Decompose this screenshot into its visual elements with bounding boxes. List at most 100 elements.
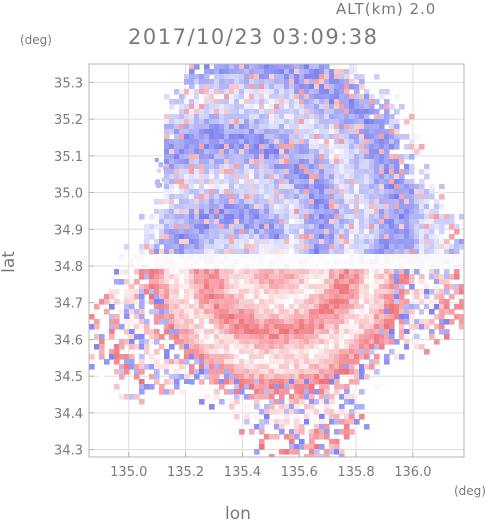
echo-cell xyxy=(324,149,330,155)
echo-cell xyxy=(404,119,410,125)
echo-cell xyxy=(364,149,370,155)
echo-cell xyxy=(364,314,370,320)
echo-cell xyxy=(409,139,415,145)
echo-cell xyxy=(299,314,305,320)
echo-cell xyxy=(209,284,215,290)
echo-cell xyxy=(319,174,325,180)
echo-cell xyxy=(219,239,225,245)
echo-cell xyxy=(274,284,280,290)
echo-cell xyxy=(324,364,330,370)
echo-cell xyxy=(289,74,295,80)
echo-cell xyxy=(334,114,340,120)
echo-cell xyxy=(259,84,265,90)
echo-cell xyxy=(244,149,250,155)
echo-cell xyxy=(234,399,240,405)
echo-cell xyxy=(309,219,315,225)
echo-cell xyxy=(439,259,445,265)
echo-cell xyxy=(234,294,240,300)
echo-cell xyxy=(204,139,210,145)
echo-cell xyxy=(449,274,455,280)
echo-cell xyxy=(189,234,195,240)
echo-cell xyxy=(379,239,385,245)
echo-cell xyxy=(399,184,405,190)
echo-cell xyxy=(314,379,320,385)
echo-cell xyxy=(189,379,195,385)
echo-cell xyxy=(264,69,270,75)
echo-cell xyxy=(199,144,205,150)
echo-cell xyxy=(294,354,300,360)
echo-cell xyxy=(319,74,325,80)
echo-cell xyxy=(274,409,280,415)
echo-cell xyxy=(419,239,425,245)
echo-cell xyxy=(349,419,355,425)
echo-cell xyxy=(154,264,160,270)
echo-cell xyxy=(244,129,250,135)
echo-cell xyxy=(229,99,235,105)
echo-cell xyxy=(359,349,365,355)
echo-cell xyxy=(204,174,210,180)
echo-cell xyxy=(174,194,180,200)
echo-cell xyxy=(319,399,325,405)
echo-cell xyxy=(184,259,190,265)
echo-cell xyxy=(194,129,200,135)
echo-cell xyxy=(344,119,350,125)
echo-cell xyxy=(289,229,295,235)
echo-cell xyxy=(344,74,350,80)
echo-cell xyxy=(329,199,335,205)
echo-cell xyxy=(289,349,295,355)
echo-cell xyxy=(309,244,315,250)
echo-cell xyxy=(339,254,345,260)
echo-cell xyxy=(279,109,285,115)
echo-cell xyxy=(349,334,355,340)
echo-cell xyxy=(179,304,185,310)
echo-cell xyxy=(184,284,190,290)
echo-cell xyxy=(154,274,160,280)
echo-cell xyxy=(184,344,190,350)
echo-cell xyxy=(204,204,210,210)
echo-cell xyxy=(284,374,290,380)
echo-cell xyxy=(414,244,420,250)
echo-cell xyxy=(389,334,395,340)
echo-cell xyxy=(159,269,165,275)
echo-cell xyxy=(354,244,360,250)
echo-cell xyxy=(174,134,180,140)
echo-cell xyxy=(329,264,335,270)
echo-cell xyxy=(424,319,430,325)
echo-cell xyxy=(389,314,395,320)
echo-cell xyxy=(284,409,290,415)
echo-cell xyxy=(349,259,355,265)
echo-cell xyxy=(404,179,410,185)
echo-cell xyxy=(299,439,305,445)
echo-cell xyxy=(359,204,365,210)
echo-cell xyxy=(349,344,355,350)
echo-cell xyxy=(344,189,350,195)
echo-cell xyxy=(209,219,215,225)
echo-cell xyxy=(204,314,210,320)
echo-cell xyxy=(229,244,235,250)
echo-cell xyxy=(284,119,290,125)
echo-cell xyxy=(354,174,360,180)
echo-cell xyxy=(379,104,385,110)
echo-cell xyxy=(334,99,340,105)
echo-cell xyxy=(209,119,215,125)
echo-cell xyxy=(274,309,280,315)
echo-cell xyxy=(214,269,220,275)
echo-cell xyxy=(429,304,435,310)
echo-cell xyxy=(359,119,365,125)
echo-cell xyxy=(339,244,345,250)
echo-cell xyxy=(139,274,145,280)
echo-cell xyxy=(219,249,225,255)
echo-cell xyxy=(234,239,240,245)
echo-cell xyxy=(259,259,265,265)
echo-cell xyxy=(314,334,320,340)
echo-cell xyxy=(324,209,330,215)
echo-cell xyxy=(444,279,450,285)
echo-cell xyxy=(244,334,250,340)
echo-cell xyxy=(229,334,235,340)
echo-cell xyxy=(254,204,260,210)
echo-cell xyxy=(294,219,300,225)
echo-cell xyxy=(349,304,355,310)
echo-cell xyxy=(319,234,325,240)
echo-cell xyxy=(299,124,305,130)
echo-cell xyxy=(339,289,345,295)
